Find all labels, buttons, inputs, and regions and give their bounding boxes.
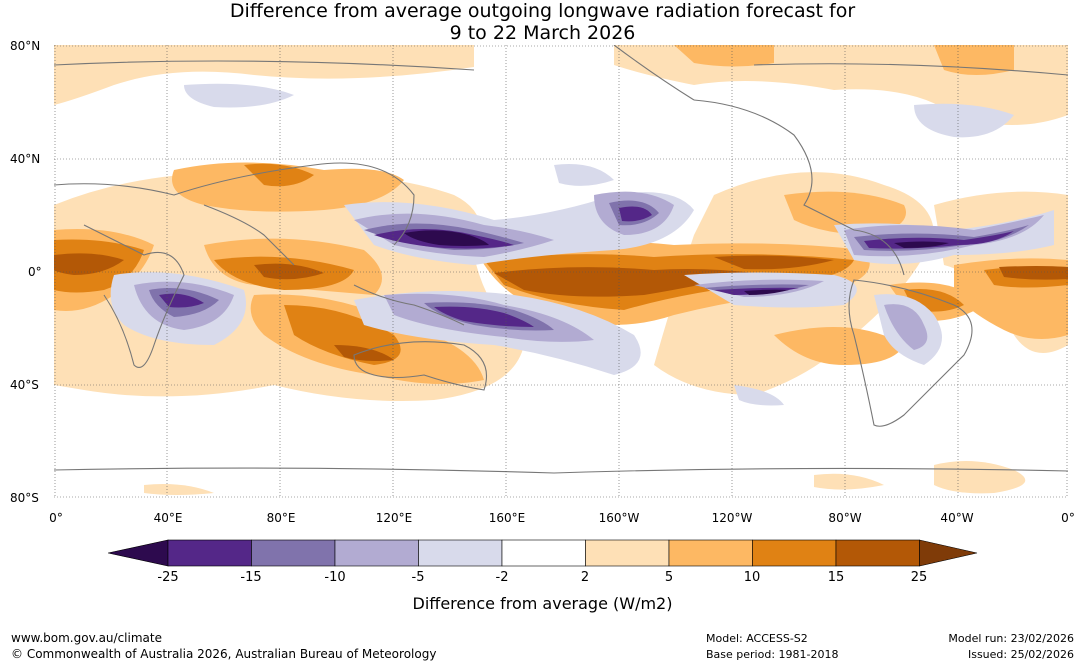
olr-anomaly-map [54,45,1068,498]
colorbar-high-arrow [919,539,978,567]
lon-label-160w: 160°W [598,511,640,525]
lon-label-80e: 80°E [266,511,296,525]
colorbar-tick: -10 [324,570,346,585]
lon-label-40e: 40°E [153,511,183,525]
footer-issued: Issued: 25/02/2026 [967,648,1074,661]
colorbar-tick: 2 [580,570,590,585]
colorbar-segment-1 [167,539,252,567]
footer-copyright: © Commonwealth of Australia 2026, Austra… [11,647,437,661]
colorbar-tick: 5 [664,570,674,585]
colorbar-segment-6 [585,539,670,567]
colorbar-tick: -5 [411,570,425,585]
anomaly-field [54,45,1068,498]
colorbar-tick: -15 [240,570,262,585]
colorbar-segment-2 [251,539,336,567]
footer-url: www.bom.gov.au/climate [11,631,162,645]
lat-label-eq: 0° [28,265,42,279]
lat-label-80s: 80°S [10,491,39,505]
colorbar-segment-3 [334,539,419,567]
colorbar-segment-8 [752,539,837,567]
lon-label-0: 0° [49,511,63,525]
lon-label-80w: 80°W [828,511,862,525]
chart-title-line2: 9 to 22 March 2026 [449,22,636,44]
lon-label-160e: 160°E [488,511,526,525]
colorbar-tick: -2 [495,570,509,585]
lat-label-80n: 80°N [10,39,41,53]
lon-label-120e: 120°E [375,511,413,525]
colorbar-segment-7 [668,539,753,567]
colorbar-segment-5 [501,539,586,567]
anomaly-15-to-25 [54,253,1068,361]
colorbar-segment-4 [418,539,503,567]
colorbar-tick: 25 [910,570,928,585]
footer-base-period: Base period: 1981-2018 [706,648,839,661]
colorbar-segment-9 [835,539,920,567]
colorbar-label: Difference from average (W/m2) [412,594,673,613]
lon-label-0-end: 0° [1061,511,1075,525]
colorbar-tick: 10 [743,570,761,585]
anomaly-below-minus25 [404,230,949,295]
footer-model: Model: ACCESS-S2 [706,632,808,645]
chart-title-line1: Difference from average outgoing longwav… [229,0,856,22]
colorbar-tick: 15 [827,570,845,585]
lon-label-40w: 40°W [940,511,974,525]
lat-label-40n: 40°N [10,152,41,166]
colorbar-tick: -25 [157,570,179,585]
lat-label-40s: 40°S [10,378,39,392]
graticule [54,45,1068,498]
lon-label-120w: 120°W [711,511,753,525]
coastlines [54,45,1068,474]
colorbar [108,539,978,567]
footer-model-run: Model run: 23/02/2026 [948,632,1074,645]
colorbar-low-arrow [108,539,169,567]
